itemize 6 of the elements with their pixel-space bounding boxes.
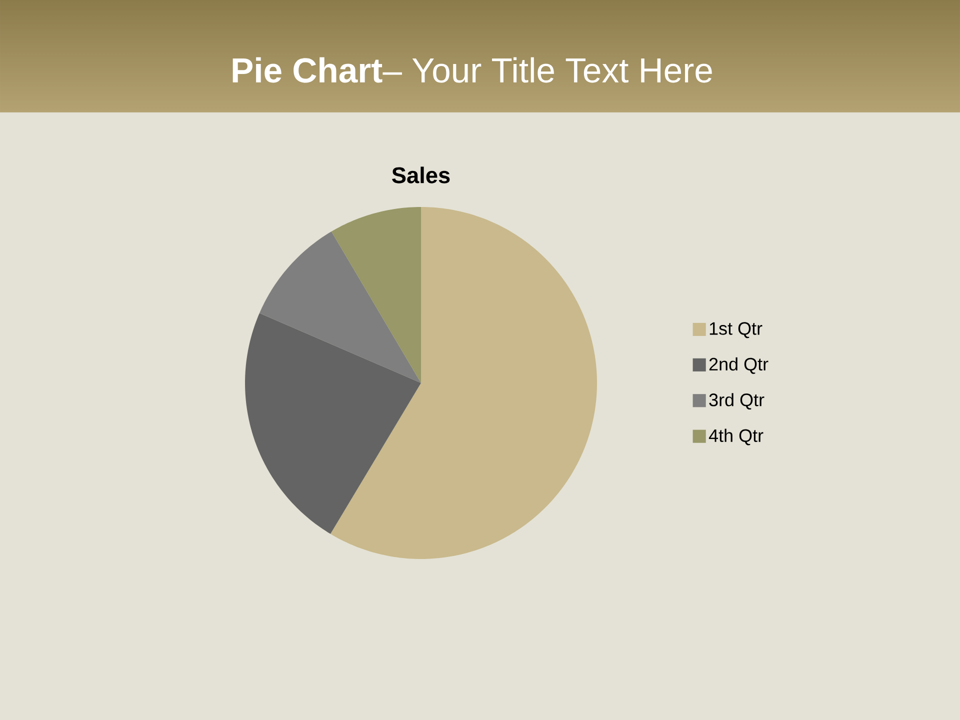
legend-label: 1st Qtr [710, 322, 762, 338]
legend-label: 4th Qtr [708, 428, 764, 446]
legend-label: 2nd Qtr [709, 357, 768, 374]
chart-subtitle: Sales [392, 166, 450, 184]
chart-title: Pie Chart– Your Title Text Here [232, 57, 712, 83]
legend-label: 3rd Qtr [709, 393, 764, 410]
